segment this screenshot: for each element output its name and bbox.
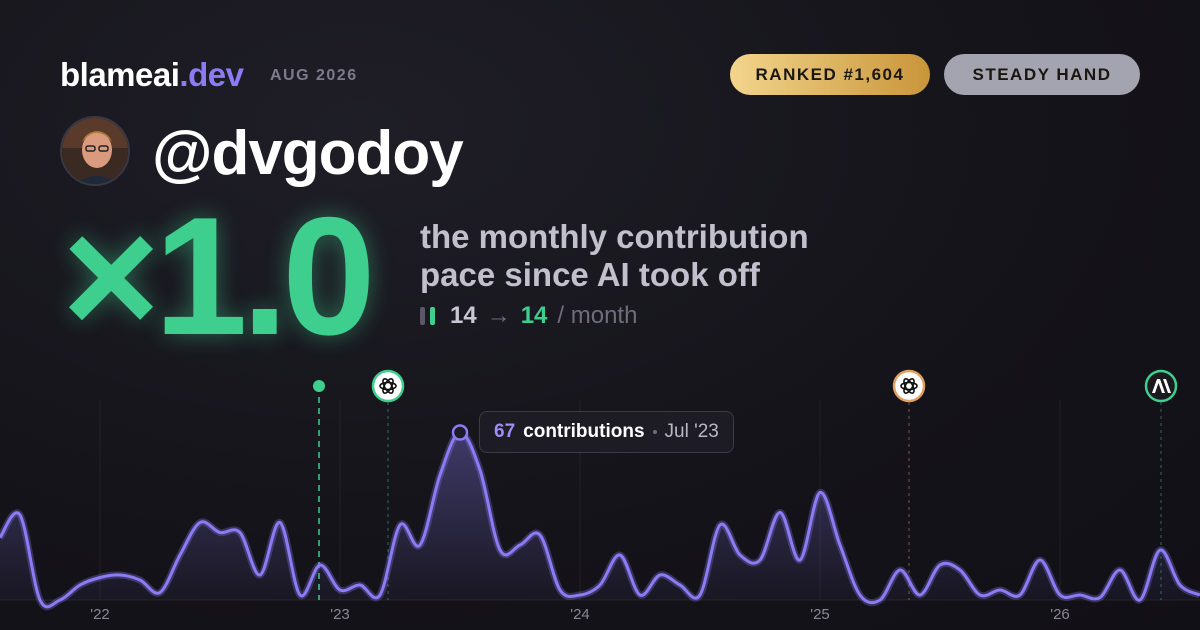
- pace-before: 14: [450, 302, 477, 329]
- report-date: AUG 2026: [270, 67, 358, 84]
- description-line: the monthly contribution: [420, 218, 809, 255]
- description: the monthly contribution pace since AI t…: [420, 218, 809, 294]
- persona-badge: STEADY HAND: [944, 54, 1140, 95]
- avatar-image: [62, 118, 128, 184]
- pace-unit: / month: [557, 302, 638, 329]
- rank-badge: RANKED #1,604: [730, 54, 930, 95]
- event-icon[interactable]: [371, 369, 405, 403]
- line: [0, 431, 1200, 609]
- event-dot[interactable]: [313, 380, 325, 392]
- x-tick-label: '25: [810, 606, 830, 623]
- brand-name: blameai: [60, 56, 180, 93]
- pace-arrow: →: [486, 302, 511, 329]
- x-tick-label: '22: [90, 606, 110, 623]
- event-icon[interactable]: [892, 369, 926, 403]
- tooltip-separator: [652, 430, 657, 434]
- pace-after: 14: [520, 302, 548, 329]
- pace: 14 → 14 / month: [420, 302, 637, 330]
- hover-point: [451, 424, 469, 441]
- tooltip: 67 contributions Jul '23: [479, 411, 734, 453]
- area: [0, 432, 1200, 607]
- event-icon[interactable]: [1144, 369, 1178, 403]
- brand-suffix: .dev: [179, 56, 244, 93]
- tooltip-label: contributions: [523, 421, 645, 442]
- x-tick-label: '26: [1050, 606, 1070, 623]
- pace-icon: [420, 307, 435, 325]
- x-tick-label: '24: [570, 606, 590, 623]
- avatar: [60, 116, 130, 186]
- x-tick-label: '23: [330, 606, 350, 623]
- tooltip-date: Jul '23: [664, 421, 719, 442]
- chart: '22 '23 '24 '25 '26: [0, 369, 1200, 623]
- multiplier: ×1.0: [62, 182, 376, 370]
- description-line: pace since AI took off: [420, 256, 760, 293]
- handle: @dvgodoy: [152, 119, 464, 188]
- brand[interactable]: blameai.dev: [60, 56, 244, 94]
- tooltip-value: 67: [494, 421, 516, 442]
